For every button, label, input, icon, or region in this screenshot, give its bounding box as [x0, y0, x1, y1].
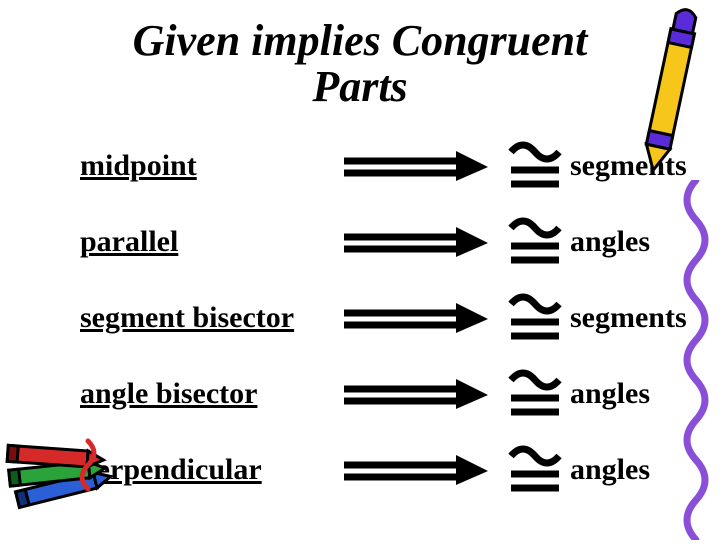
given-label: perpendicular: [80, 453, 330, 487]
congruent-icon: [500, 442, 570, 498]
congruent-icon: [500, 138, 570, 194]
given-label: parallel: [80, 225, 330, 259]
title-line-2: Parts: [312, 62, 407, 111]
arrow-icon: [330, 453, 500, 487]
row-segment-bisector: segment bisector segments: [0, 280, 720, 356]
crayon-group-icon: [4, 435, 114, 530]
page-title: Given implies Congruent Parts: [0, 0, 720, 110]
arrow-icon: [330, 301, 500, 335]
arrow-icon: [330, 225, 500, 259]
squiggle-icon: [676, 180, 714, 545]
row-midpoint: midpoint segments: [0, 128, 720, 204]
given-label: segment bisector: [80, 301, 330, 335]
arrow-icon: [330, 377, 500, 411]
given-label: angle bisector: [80, 377, 330, 411]
arrow-icon: [330, 149, 500, 183]
crayon-yellow-icon: [638, 6, 702, 181]
title-line-1: Given implies Congruent: [133, 16, 588, 65]
congruent-icon: [500, 366, 570, 422]
row-parallel: parallel angles: [0, 204, 720, 280]
congruent-icon: [500, 290, 570, 346]
row-angle-bisector: angle bisector angles: [0, 356, 720, 432]
given-label: midpoint: [80, 149, 330, 183]
congruent-icon: [500, 214, 570, 270]
